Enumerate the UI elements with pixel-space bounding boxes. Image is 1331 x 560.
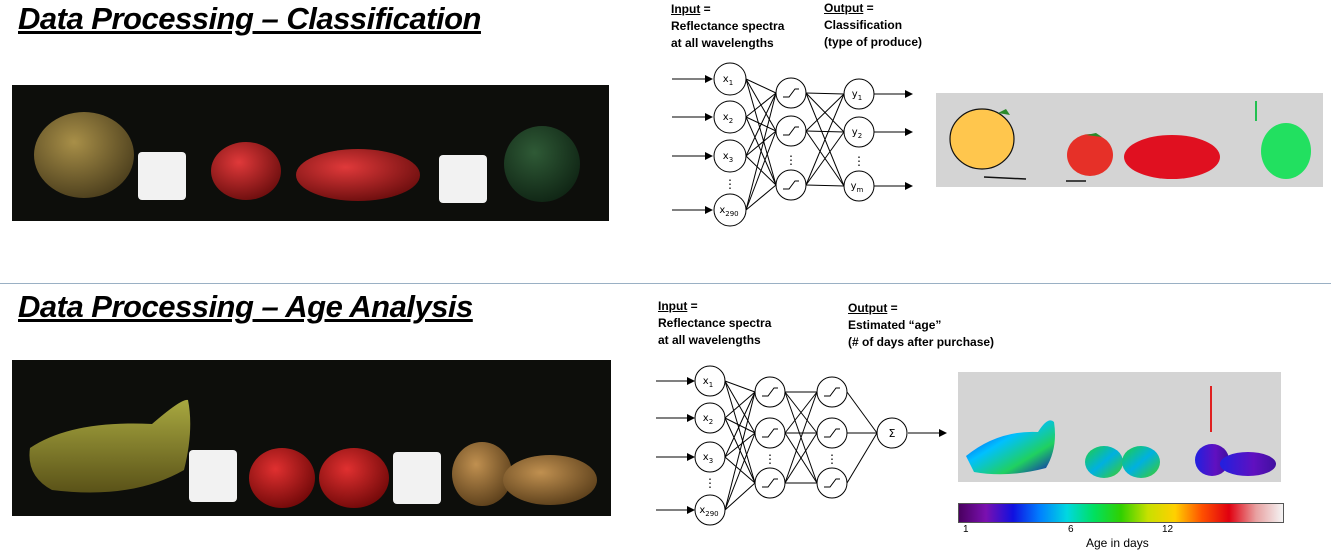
svg-text:⋮: ⋮ — [764, 452, 776, 466]
green-pepper — [504, 126, 580, 202]
long-red-pepper — [296, 149, 420, 201]
svg-text:x1: x1 — [723, 74, 733, 87]
colorbar-tick: 12 — [1162, 524, 1174, 535]
bananas — [29, 399, 191, 493]
neural-network-classifier: x1 x2 x3 x290 ⋮ ⋮ ⋮ y1 y2 ym — [672, 62, 913, 227]
classified-yellow-pepper — [949, 108, 1015, 170]
reference-tile — [138, 152, 186, 200]
age-output-label: Output = Estimated “age” (# of days afte… — [848, 301, 995, 349]
svg-text:⋮: ⋮ — [853, 154, 865, 168]
svg-text:x3: x3 — [703, 452, 713, 465]
red-pepper — [211, 142, 281, 200]
classified-green-pepper — [1261, 123, 1311, 179]
reference-tile — [439, 155, 487, 203]
svg-text:x2: x2 — [703, 413, 713, 426]
svg-text:⋮: ⋮ — [785, 153, 797, 167]
reference-tile — [393, 452, 441, 504]
input-label: Input = Reflectance spectra at all wavel… — [671, 2, 785, 50]
aged-potato-right — [1220, 452, 1276, 476]
svg-text:x290: x290 — [719, 205, 738, 218]
tomato-right — [319, 448, 389, 508]
colorbar-tick: 6 — [1068, 524, 1074, 535]
reference-tile — [189, 450, 237, 502]
age-result-image — [958, 372, 1281, 482]
classified-red-pepper — [1067, 134, 1113, 176]
aged-potato-left — [1195, 444, 1229, 476]
potato-right — [503, 455, 597, 505]
svg-text:⋮: ⋮ — [724, 177, 736, 191]
svg-text:⋮: ⋮ — [826, 452, 838, 466]
colorbar-label: Age in days — [1086, 536, 1149, 550]
potato-left — [452, 442, 512, 506]
age-analysis-title: Data Processing – Age Analysis — [18, 289, 473, 324]
svg-text:x3: x3 — [723, 151, 733, 164]
classification-title: Data Processing – Classification — [18, 1, 481, 36]
svg-text:Σ: Σ — [889, 427, 896, 440]
svg-text:x2: x2 — [723, 112, 733, 125]
classification-result-image — [936, 93, 1323, 187]
age-colorbar — [958, 503, 1284, 523]
age-input-label: Input = Reflectance spectra at all wavel… — [658, 299, 772, 347]
neural-network-regressor: x1 x2 x3 x290 ⋮ ⋮ ⋮ Σ — [656, 365, 947, 526]
aged-tomato-right — [1122, 446, 1160, 478]
svg-text:⋮: ⋮ — [704, 476, 716, 490]
section-divider — [0, 283, 1331, 284]
colorbar-tick: 1 — [963, 524, 969, 535]
svg-text:x290: x290 — [699, 505, 718, 518]
output-label: Output = Classification (type of produce… — [824, 1, 922, 49]
produce-photo-aging — [12, 360, 611, 516]
svg-text:x1: x1 — [703, 376, 713, 389]
produce-photo-peppers — [12, 85, 609, 221]
tomato-left — [249, 448, 315, 508]
aged-bananas — [966, 420, 1055, 475]
yellow-pepper — [34, 112, 134, 198]
svg-text:ym: ym — [851, 181, 864, 194]
aged-tomato-left — [1085, 446, 1123, 478]
svg-text:y2: y2 — [852, 127, 862, 140]
classified-long-red-pepper — [1124, 135, 1220, 179]
svg-text:y1: y1 — [852, 89, 862, 102]
